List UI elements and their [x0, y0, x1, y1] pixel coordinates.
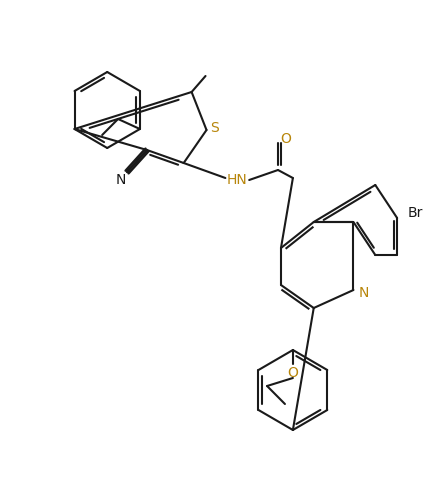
Text: O: O	[281, 132, 291, 146]
Text: O: O	[287, 366, 298, 380]
Text: N: N	[358, 286, 368, 300]
Text: Br: Br	[407, 206, 423, 220]
Text: HN: HN	[227, 173, 248, 187]
Text: S: S	[210, 121, 219, 135]
Text: N: N	[116, 173, 126, 187]
